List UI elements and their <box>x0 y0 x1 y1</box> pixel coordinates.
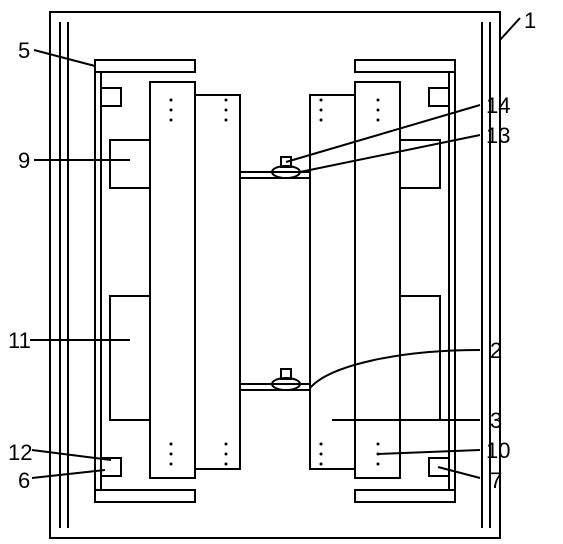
label-7: 7 <box>490 468 502 494</box>
block-top-right <box>429 88 449 106</box>
dot-tr2 <box>320 109 323 112</box>
right-central <box>310 95 355 469</box>
dot-bl1 <box>225 443 228 446</box>
label-6: 6 <box>18 468 30 494</box>
box-rightlong <box>400 296 440 420</box>
block-bot-left <box>101 458 121 476</box>
label-1: 1 <box>524 8 536 34</box>
dotLt3 <box>377 119 380 122</box>
diagram-svg <box>0 0 563 544</box>
label-10: 10 <box>486 438 510 464</box>
label-13: 13 <box>486 123 510 149</box>
dotL3 <box>377 463 380 466</box>
dotLL2 <box>170 453 173 456</box>
block-top-left <box>101 88 121 106</box>
left-central <box>195 95 240 469</box>
top-right-frame <box>355 60 455 72</box>
dotLLt1 <box>170 99 173 102</box>
box9 <box>110 140 150 188</box>
left-bracket-v <box>95 72 101 490</box>
label-12: 12 <box>8 440 32 466</box>
dotLLt2 <box>170 109 173 112</box>
label-14: 14 <box>486 93 510 119</box>
label-11: 11 <box>8 328 31 354</box>
dot-tr3 <box>320 119 323 122</box>
lead-1 <box>500 18 520 40</box>
right-bracket-v <box>449 72 455 490</box>
dot-br3 <box>320 463 323 466</box>
left-arm <box>150 82 195 478</box>
right-arm <box>355 82 400 478</box>
dotLt2 <box>377 109 380 112</box>
dot-bl3 <box>225 463 228 466</box>
dot-tl2 <box>225 109 228 112</box>
dot-bl2 <box>225 453 228 456</box>
label-3: 3 <box>490 408 502 434</box>
dot-tr1 <box>320 99 323 102</box>
dotLL1 <box>170 443 173 446</box>
dot-tl1 <box>225 99 228 102</box>
box11 <box>110 296 150 420</box>
dotLL3 <box>170 463 173 466</box>
dotLt1 <box>377 99 380 102</box>
top-left-frame <box>95 60 195 72</box>
dot-tl3 <box>225 119 228 122</box>
label-5: 5 <box>18 38 30 64</box>
label-2: 2 <box>490 338 502 364</box>
bot-left-frame <box>95 490 195 502</box>
diagram-stage: 15141391112623107 <box>0 0 563 544</box>
dotLLt3 <box>170 119 173 122</box>
bot-right-frame <box>355 490 455 502</box>
dotL1 <box>377 443 380 446</box>
dot-br1 <box>320 443 323 446</box>
dot-br2 <box>320 453 323 456</box>
label-9: 9 <box>18 148 30 174</box>
